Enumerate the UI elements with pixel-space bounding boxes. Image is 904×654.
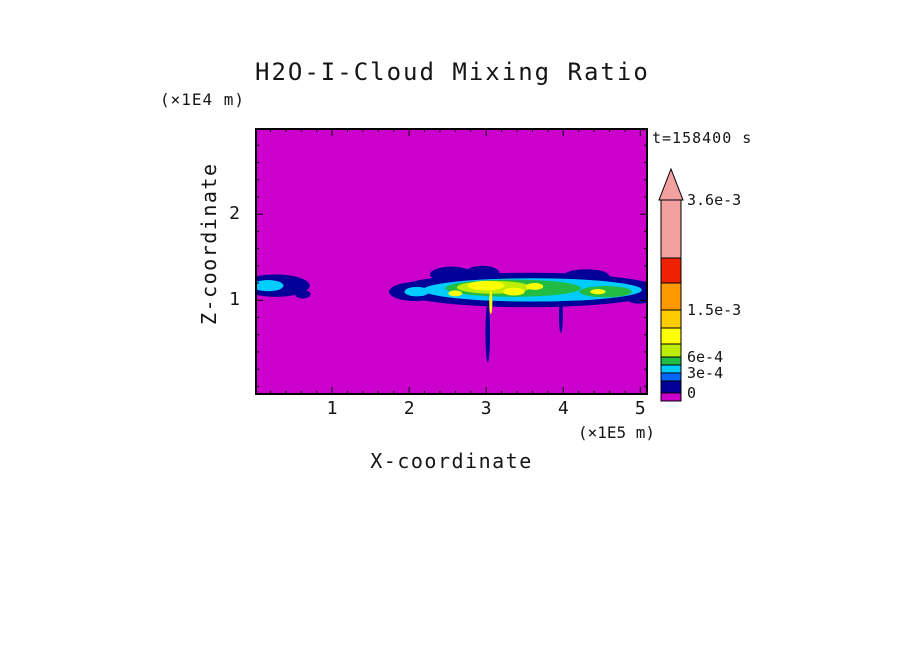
x-tick-label: 4 bbox=[557, 398, 569, 419]
x-tick-label: 5 bbox=[634, 398, 646, 419]
x-tick-label: 2 bbox=[403, 398, 415, 419]
colorbar-level-label: 6e-4 bbox=[687, 348, 724, 366]
colorbar-level-label: 3e-4 bbox=[687, 364, 724, 382]
x-tick-label: 3 bbox=[480, 398, 492, 419]
chart-title: H2O-I-Cloud Mixing Ratio bbox=[255, 58, 650, 86]
y-axis-unit-label: (×1E4 m) bbox=[160, 90, 246, 109]
colorbar-level-label: 1.5e-3 bbox=[687, 301, 742, 319]
heatmap-plot bbox=[255, 128, 648, 395]
z-tick-label: 1 bbox=[229, 289, 240, 311]
x-tick-label: 1 bbox=[326, 398, 338, 419]
x-axis-label: X-coordinate bbox=[370, 449, 533, 473]
colorbar-level-label: 3.6e-3 bbox=[687, 191, 742, 209]
z-tick-label: 2 bbox=[229, 203, 240, 225]
plot-area bbox=[255, 128, 648, 395]
colorbar bbox=[658, 167, 684, 402]
timestamp-label: t=158400 s bbox=[652, 129, 753, 147]
x-axis-unit-label: (×1E5 m) bbox=[577, 423, 655, 442]
colorbar-level-label: 0 bbox=[687, 384, 697, 402]
